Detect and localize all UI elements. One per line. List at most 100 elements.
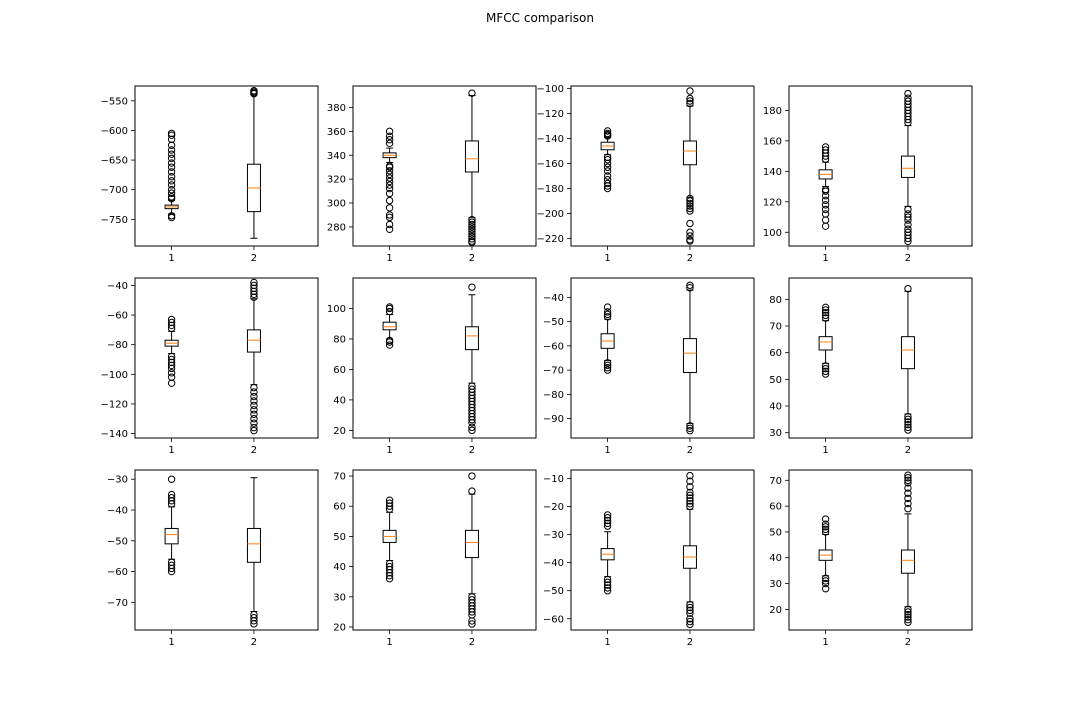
- y-tick-label: −50: [543, 317, 564, 328]
- subplot-1: −550 −600 −650 −700 −750 1 2: [101, 85, 319, 264]
- outlier-point: [250, 415, 258, 423]
- x-tick-label: 1: [822, 637, 828, 648]
- y-tick-label: −120: [101, 399, 128, 410]
- outlier-point: [686, 483, 694, 491]
- y-tick-label: −40: [107, 281, 128, 292]
- outlier-point: [686, 422, 694, 430]
- box-body: [682, 338, 697, 374]
- box-1: [818, 515, 833, 593]
- outlier-point: [167, 168, 176, 176]
- box-1: [600, 127, 615, 193]
- y-tick-label: −60: [543, 341, 564, 352]
- outlier-point: [904, 484, 912, 492]
- y-tick-label: 280: [327, 222, 346, 233]
- outlier-point: [821, 143, 830, 151]
- y-tick-label: 60: [333, 502, 346, 513]
- box-body: [464, 326, 479, 351]
- outlier-point: [904, 237, 912, 246]
- y-tick-label: 20: [333, 622, 346, 633]
- outlier-point: [686, 477, 694, 485]
- outlier-point: [821, 210, 830, 218]
- outlier-point: [821, 523, 830, 531]
- outlier-point: [821, 515, 830, 523]
- outlier-point: [686, 199, 694, 208]
- outlier-point: [904, 115, 912, 124]
- outlier-point: [385, 499, 394, 507]
- x-tick-label: 2: [251, 253, 257, 264]
- outlier-point: [603, 581, 612, 589]
- y-tick-label: 320: [327, 175, 346, 186]
- outlier-point: [468, 419, 476, 427]
- outlier-point: [904, 471, 912, 479]
- box-body: [464, 140, 479, 173]
- outlier-point: [468, 426, 476, 435]
- outlier-point: [904, 476, 912, 485]
- subplot-10: 20 30 40 50 60 70 1 2: [333, 469, 537, 648]
- axes-frame: [570, 469, 755, 631]
- outlier-point: [385, 167, 394, 175]
- outlier-point: [603, 366, 612, 374]
- outlier-point: [468, 235, 476, 243]
- y-tick-label: −550: [101, 96, 128, 107]
- box-body: [900, 549, 915, 574]
- box-2: [246, 87, 261, 239]
- outlier-point: [167, 379, 176, 387]
- outlier-point: [821, 311, 830, 320]
- outlier-point: [603, 310, 612, 319]
- y-tick-label: −60: [543, 614, 564, 625]
- outlier-point: [904, 499, 912, 508]
- y-tick-label: −40: [543, 293, 564, 304]
- axes-frame: [788, 469, 973, 631]
- outlier-point: [821, 585, 830, 593]
- y-tick-label: −70: [543, 366, 564, 377]
- subplot-9: −30 −40 −50 −60 −70 1 2: [107, 469, 319, 648]
- outlier-point: [250, 392, 258, 401]
- y-tick-label: −100: [537, 84, 564, 95]
- outlier-point: [603, 308, 612, 316]
- box-2: [900, 284, 915, 434]
- axes-frame: [352, 469, 537, 631]
- box-2: [900, 471, 915, 626]
- axes-frame: [570, 85, 755, 247]
- y-tick-label: −80: [107, 340, 128, 351]
- outlier-point: [385, 562, 394, 571]
- outlier-point: [167, 141, 176, 149]
- outlier-point: [904, 426, 912, 434]
- outlier-point: [904, 418, 912, 426]
- outlier-point: [167, 213, 176, 222]
- x-tick-label: 1: [168, 445, 174, 456]
- subplot-8: 30 40 50 60 70 80 1 2: [769, 277, 973, 456]
- outlier-point: [821, 308, 830, 317]
- outlier-point: [686, 427, 694, 435]
- y-tick-label: −80: [543, 390, 564, 401]
- y-tick-label: 20: [333, 426, 346, 437]
- outlier-point: [167, 186, 176, 194]
- outlier-point: [821, 520, 830, 528]
- y-tick-label: −40: [543, 558, 564, 569]
- y-tick-label: −90: [543, 414, 564, 425]
- outlier-point: [821, 196, 830, 204]
- box-body: [382, 321, 397, 331]
- x-tick-label: 1: [604, 445, 610, 456]
- outlier-point: [385, 139, 394, 148]
- y-tick-label: 60: [333, 365, 346, 376]
- outlier-point: [904, 474, 912, 482]
- subplot-3: −100 −120 −140 −160 −180 −200 −220 1 2: [537, 84, 755, 264]
- y-tick-label: 180: [763, 106, 782, 117]
- x-tick-label: 1: [386, 445, 392, 456]
- y-tick-label: 30: [333, 592, 346, 603]
- outlier-point: [904, 608, 912, 616]
- outlier-point: [821, 367, 830, 376]
- figure-title: MFCC comparison: [486, 11, 594, 25]
- outlier-point: [385, 177, 394, 186]
- outlier-point: [821, 525, 830, 534]
- y-tick-label: 50: [769, 375, 782, 386]
- outlier-point: [385, 136, 394, 144]
- y-tick-label: 120: [763, 197, 782, 208]
- outlier-point: [385, 184, 394, 193]
- outlier-point: [904, 479, 912, 487]
- y-tick-label: 70: [769, 322, 782, 333]
- y-tick-label: −30: [543, 530, 564, 541]
- y-tick-label: −160: [537, 159, 564, 170]
- outlier-point: [468, 608, 476, 616]
